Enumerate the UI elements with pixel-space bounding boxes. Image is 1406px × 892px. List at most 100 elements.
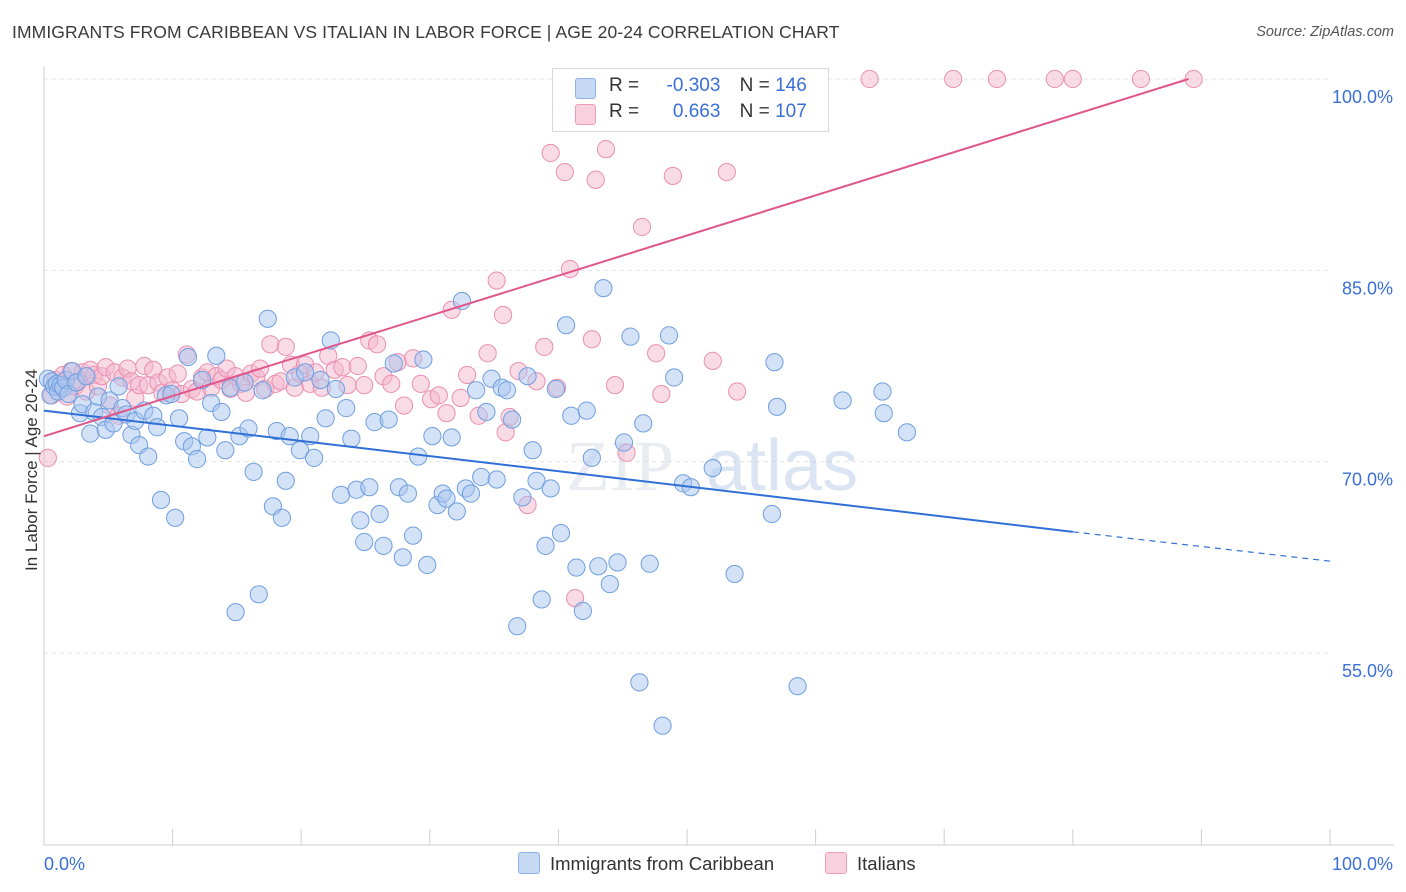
- data-point: [535, 337, 554, 356]
- trend-lines: [43, 78, 1331, 562]
- x-tick-label-min: 0.0%: [44, 854, 85, 874]
- data-point: [168, 364, 187, 383]
- data-point: [487, 470, 506, 489]
- data-point: [536, 536, 555, 555]
- data-point: [527, 471, 546, 490]
- data-point: [1063, 69, 1082, 89]
- data-point: [355, 532, 374, 552]
- data-point: [546, 379, 565, 399]
- data-point: [640, 554, 659, 573]
- data-point: [244, 462, 263, 481]
- data-point: [541, 479, 560, 498]
- data-point: [577, 401, 596, 420]
- data-point: [212, 402, 231, 422]
- data-point: [348, 356, 367, 376]
- data-point: [532, 590, 551, 609]
- data-point: [608, 553, 627, 572]
- data-point: [304, 448, 324, 467]
- legend-r-value: 0.663: [672, 101, 721, 122]
- data-point: [987, 69, 1007, 89]
- data-point: [295, 363, 315, 382]
- data-point: [151, 490, 171, 510]
- data-point: [258, 309, 277, 328]
- data-point: [187, 450, 207, 469]
- data-point: [586, 170, 605, 189]
- data-point: [596, 140, 616, 159]
- data-point: [560, 259, 580, 279]
- data-point: [573, 601, 592, 621]
- source-label: Source: ZipAtlas.com: [1256, 24, 1394, 40]
- data-point: [379, 410, 398, 429]
- trend-line-italians: [43, 78, 1189, 438]
- legend-n-label: N =: [739, 75, 770, 96]
- data-point: [355, 376, 374, 395]
- data-point: [276, 337, 295, 356]
- data-point: [374, 536, 393, 555]
- x-tick-label-max: 100.0%: [1332, 854, 1393, 874]
- data-point: [403, 526, 423, 545]
- data-point: [77, 367, 96, 386]
- tick-labels: 55.0% 70.0% 85.0% 100.0% 0.0% 100.0%: [44, 87, 1393, 874]
- data-point: [647, 344, 666, 363]
- data-point: [276, 471, 295, 490]
- data-point: [873, 382, 892, 401]
- watermark-atlas: atlas: [706, 426, 858, 506]
- data-point: [457, 365, 477, 385]
- data-point: [652, 384, 671, 404]
- data-point: [429, 386, 448, 405]
- legend-r-value: -0.303: [666, 75, 721, 96]
- data-point: [466, 381, 486, 400]
- data-point: [418, 555, 437, 575]
- data-point: [614, 433, 634, 452]
- data-point: [725, 564, 744, 584]
- data-point: [226, 603, 245, 622]
- data-point: [216, 441, 235, 460]
- watermark: ZIP atlas: [566, 426, 858, 506]
- y-tick-label: 85.0%: [1342, 278, 1393, 298]
- data-point: [311, 370, 330, 390]
- data-point: [249, 585, 268, 604]
- trend-line-caribbean-extension: [1072, 531, 1331, 562]
- legend-swatch-italians: [575, 104, 596, 125]
- data-point: [109, 377, 128, 396]
- data-point: [198, 428, 217, 447]
- data-point: [503, 410, 522, 429]
- chart-title: IMMIGRANTS FROM CARIBBEAN VS ITALIAN IN …: [12, 22, 840, 42]
- data-point: [632, 217, 652, 237]
- data-point: [382, 374, 401, 393]
- data-point: [272, 508, 292, 527]
- grid-lines: [44, 78, 1330, 654]
- data-point: [337, 398, 356, 418]
- data-point: [1045, 69, 1064, 89]
- data-point: [477, 402, 496, 422]
- bottom-legend-swatch-caribbean: [518, 852, 540, 874]
- data-point: [541, 143, 560, 163]
- y-tick-label: 70.0%: [1342, 470, 1393, 490]
- legend-n-value: 146: [775, 75, 807, 96]
- data-point: [767, 397, 787, 416]
- data-point: [634, 414, 653, 433]
- data-point: [414, 350, 433, 369]
- data-point: [239, 419, 258, 438]
- y-tick-label: 100.0%: [1332, 87, 1393, 107]
- data-point: [728, 382, 747, 401]
- data-point: [331, 485, 351, 504]
- data-point: [717, 163, 736, 182]
- data-point: [582, 448, 601, 467]
- data-point: [508, 617, 527, 636]
- data-point: [630, 673, 649, 692]
- data-point: [605, 376, 625, 395]
- data-point: [833, 391, 852, 410]
- data-point: [582, 330, 601, 349]
- data-point: [621, 327, 640, 346]
- data-point: [442, 428, 461, 447]
- data-point: [703, 458, 722, 478]
- data-point: [1131, 69, 1151, 89]
- data-point: [367, 335, 387, 354]
- data-point: [351, 511, 370, 530]
- data-point: [447, 502, 466, 521]
- data-point: [659, 326, 679, 345]
- data-point: [860, 69, 879, 89]
- data-point: [81, 424, 100, 443]
- data-point: [360, 478, 379, 497]
